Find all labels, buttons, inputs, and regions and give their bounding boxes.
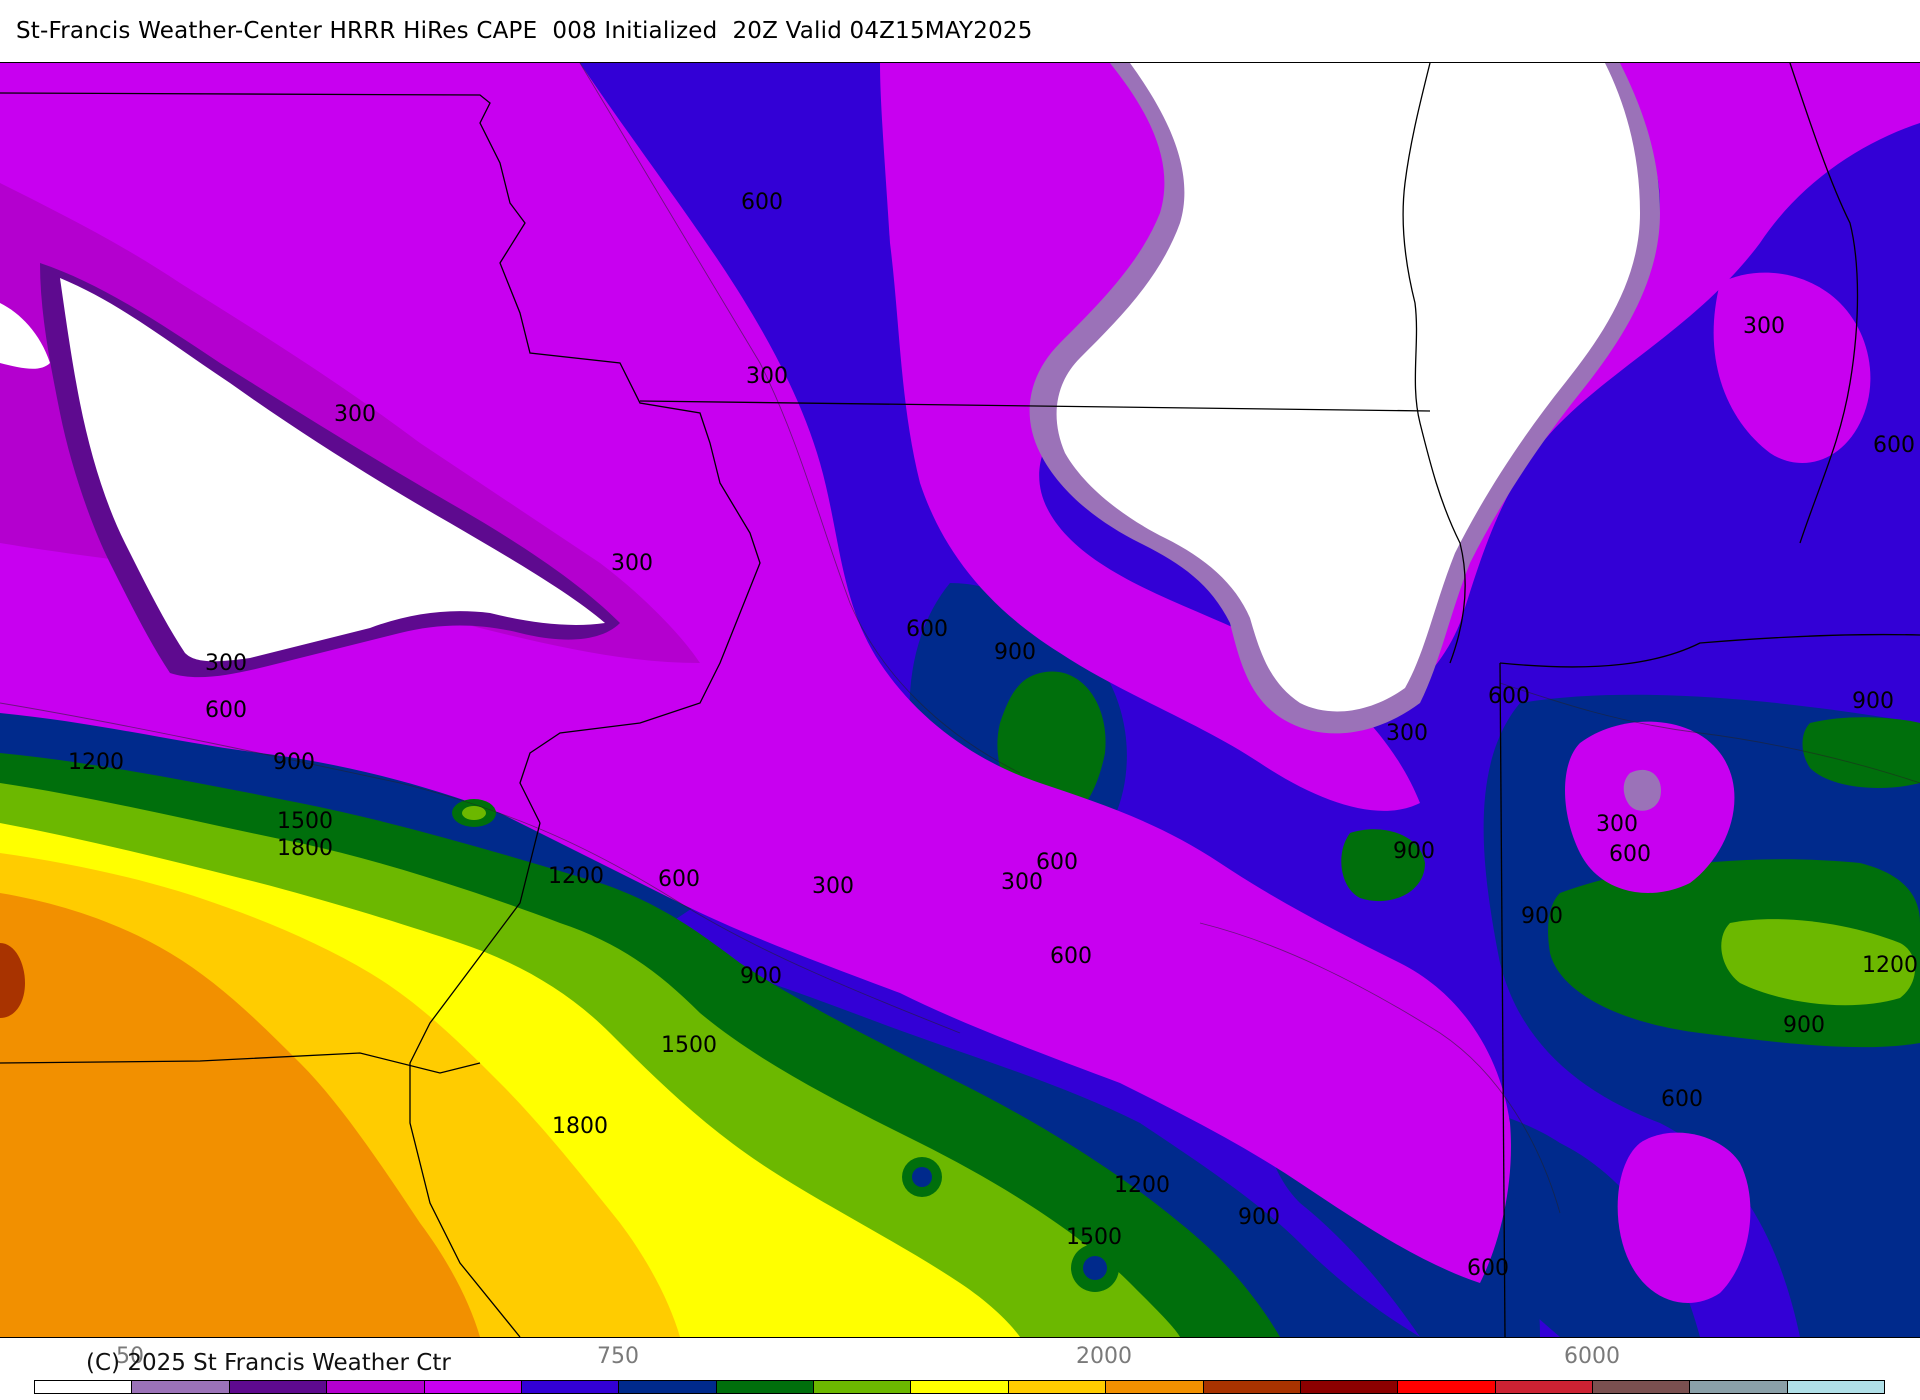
contour-label: 900 [1852,689,1894,714]
contour-label: 600 [1050,944,1092,969]
colorbar-swatch [1300,1381,1399,1393]
contour-label: 600 [741,190,783,215]
contour-label: 600 [1661,1087,1703,1112]
contour-line-3 [1199,922,1561,1214]
contour-label: 1500 [1066,1225,1122,1250]
cape-zero-region-west [60,278,605,662]
cape-300-patch-east-upper [1713,272,1871,463]
colorbar-swatch [1495,1381,1593,1393]
state-boundary-7 [1789,63,1859,544]
contour-label: 1800 [277,836,333,861]
contour-label: 600 [1467,1256,1509,1281]
contour-line-4 [1499,682,1920,784]
contour-line-2 [579,63,1021,774]
colorbar-tick-label: 750 [597,1344,639,1369]
contour-label: 1800 [552,1114,608,1139]
contour-label: 900 [994,640,1036,665]
cape-2500-band-southwest [0,893,480,1337]
contour-label: 900 [1393,839,1435,864]
colorbar-swatch [1690,1381,1788,1393]
cape-3000-patch-southwest [0,943,25,1018]
contour-label: 600 [658,867,700,892]
colorbar-swatch [911,1381,1009,1393]
state-boundary-4 [0,1052,481,1074]
state-boundary-3 [409,822,541,1337]
colorbar-swatch [424,1381,522,1393]
cape-1200-patch-far-east [1802,717,1920,788]
colorbar-swatch [229,1381,328,1393]
lake-shoreline [1402,63,1466,664]
cape-1500-patch-east [1721,919,1915,1006]
copyright-notice: (C) 2025 St Francis Weather Ctr [86,1350,451,1376]
state-boundary-2 [639,400,1431,412]
contour-label: 300 [1596,812,1638,837]
contour-label: 300 [1001,870,1043,895]
cape-300-region-north [880,63,1420,811]
cape-300-region-northwest [0,63,1511,1283]
contour-line-1 [0,702,961,1034]
contour-labels: 600 300 300 300 300 600 1200 900 1500 18… [68,190,1918,1281]
contour-label: 1500 [277,809,333,834]
cape-bullseye-south-1-core [912,1167,932,1187]
contour-label: 1200 [1862,953,1918,978]
contour-label: 600 [1036,850,1078,875]
contour-label: 600 [1873,433,1915,458]
colorbar-swatch [716,1381,814,1393]
cape-300-patch-southeast [1617,1132,1751,1303]
colorbar-swatch [1787,1381,1885,1393]
colorbar-swatch [1203,1381,1301,1393]
colorbar-swatch [1106,1381,1204,1393]
state-boundary-6 [1499,633,1920,668]
colorbar-swatch [35,1381,133,1393]
cape-zero-sliver-west [0,303,50,369]
colorbar-swatch [521,1381,620,1393]
colorbar [34,1380,1885,1394]
contour-label: 600 [205,698,247,723]
contour-label: 1200 [548,864,604,889]
cape-map: 600 300 300 300 300 600 1200 900 1500 18… [0,62,1920,1338]
contour-label: 900 [1783,1013,1825,1038]
chart-title: St-Francis Weather-Center HRRR HiRes CAP… [16,18,1033,44]
contour-label: 300 [611,551,653,576]
cape-1200-patch-mid [1341,829,1425,902]
colorbar-tick-label: 50 [116,1344,144,1369]
colorbar-swatch [327,1381,425,1393]
contour-label: 1200 [68,750,124,775]
cape-zero-region-north [1056,63,1640,712]
state-boundary-1 [0,92,761,824]
colorbar-swatch [1593,1381,1691,1393]
colorbar-swatch [132,1381,230,1393]
contour-label: 300 [334,402,376,427]
cape-300-patch-northeast [1623,769,1661,811]
contour-label: 300 [812,874,854,899]
contour-label: 600 [1488,684,1530,709]
contour-label: 1500 [661,1033,717,1058]
colorbar-swatch [1008,1381,1107,1393]
colorbar-swatch [1398,1381,1496,1393]
contour-label: 300 [1386,721,1428,746]
colorbar-tick-label: 2000 [1076,1344,1132,1369]
colorbar-tick-label: 6000 [1564,1344,1620,1369]
contour-label: 900 [1238,1205,1280,1230]
contour-label: 900 [1521,904,1563,929]
state-boundary-5 [1499,662,1506,1337]
contour-label: 600 [1609,842,1651,867]
contour-label: 300 [746,364,788,389]
cape-map-canvas: 600 300 300 300 300 600 1200 900 1500 18… [0,63,1920,1337]
contour-label: 900 [273,750,315,775]
contour-label: 900 [740,964,782,989]
colorbar-swatch [619,1381,717,1393]
colorbar-swatch [814,1381,912,1393]
contour-label: 300 [1743,314,1785,339]
cape-bullseye-south-2-core [1083,1256,1107,1280]
contour-label: 1200 [1114,1173,1170,1198]
contour-label: 300 [205,651,247,676]
cape-bullseye-west-core [462,806,486,820]
contour-label: 600 [906,617,948,642]
